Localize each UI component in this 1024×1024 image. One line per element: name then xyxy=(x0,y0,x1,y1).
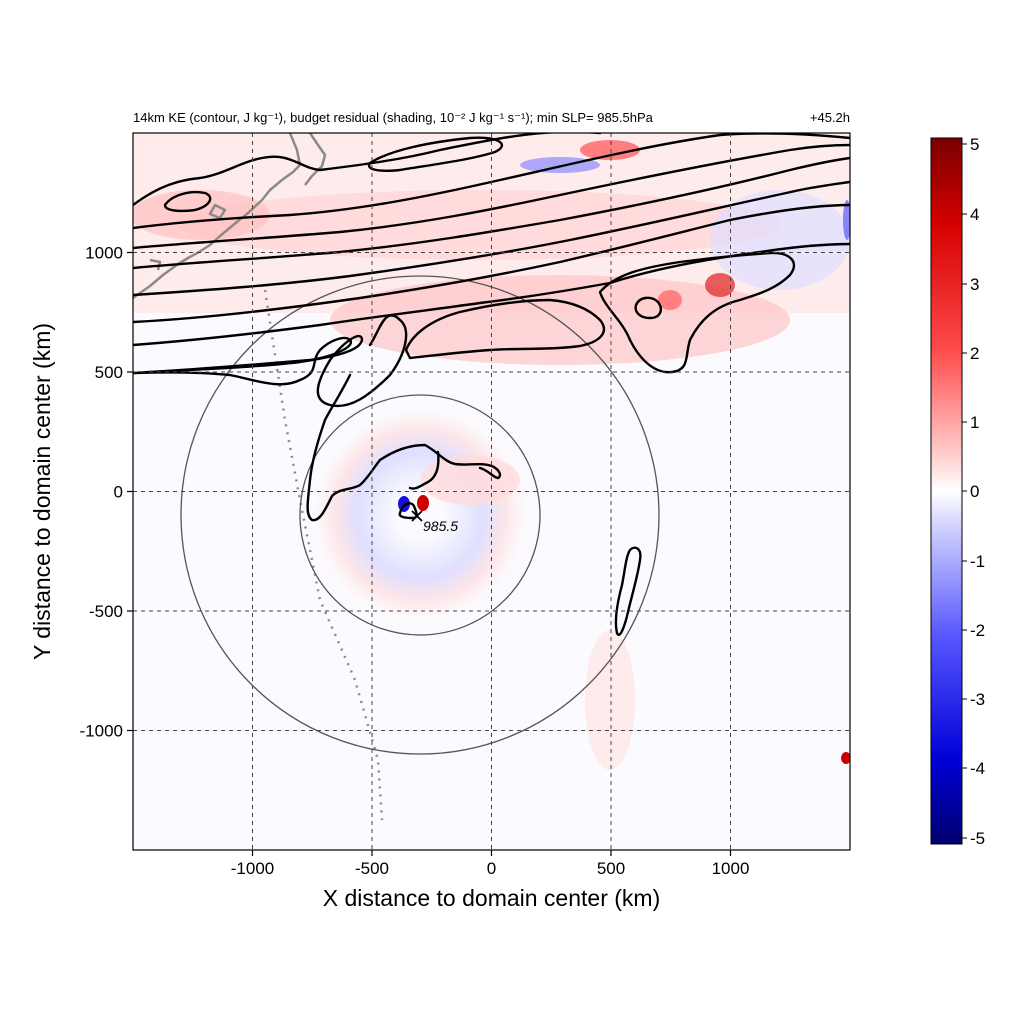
ke-contour-1 xyxy=(133,133,602,207)
xtick-label-1: -1000 xyxy=(231,859,274,878)
ke-contour-small-loop xyxy=(634,296,662,320)
range-circles xyxy=(180,275,660,755)
x-tick-labels: -1000 -500 0 500 1000 xyxy=(231,859,750,878)
cb-label-4: 4 xyxy=(970,205,979,224)
y-tick-labels: 1000 500 0 -500 -1000 xyxy=(80,244,123,741)
xtick-label-4: 500 xyxy=(597,859,625,878)
shading-edge-negative-e xyxy=(843,200,850,240)
ke-contour-5 xyxy=(133,180,850,297)
ke-contour-inner-tongue xyxy=(306,373,382,522)
min-slp-marker: 985.5 xyxy=(411,510,458,534)
ke-contour-upper-closed xyxy=(404,298,606,360)
coastline-japan xyxy=(133,133,302,300)
cb-label-3: 3 xyxy=(970,275,979,294)
ytick-label--1000: -1000 xyxy=(80,722,123,741)
xtick-label-3: 0 xyxy=(487,859,496,878)
cb-label-1: 1 xyxy=(970,413,979,432)
ke-contour-core-2 xyxy=(408,450,440,490)
shading-faint-blue-east xyxy=(710,190,850,290)
ytick-label-1000: 1000 xyxy=(85,244,123,263)
ke-contour-north-blob xyxy=(367,136,503,172)
shading-positive-streak-1 xyxy=(580,140,640,160)
cb-label-2: 2 xyxy=(970,344,979,363)
shading-positive-streak-2 xyxy=(705,273,735,297)
shading-positive-west xyxy=(133,190,270,240)
shading-core-positive xyxy=(417,495,429,511)
shading-edge-positive-se xyxy=(841,752,850,764)
chart-title: 14km KE (contour, J kg⁻¹), budget residu… xyxy=(133,110,654,125)
colorbar-labels: 5 4 3 2 1 0 -1 -2 -3 -4 -5 xyxy=(970,135,985,848)
ytick-label-500: 500 xyxy=(95,363,123,382)
xtick-label-5: 1000 xyxy=(712,859,750,878)
colorbar: 5 4 3 2 1 0 -1 -2 -3 -4 -5 xyxy=(930,135,985,848)
cb-label-0: 0 xyxy=(970,482,979,501)
ke-contour-8 xyxy=(133,336,353,386)
ke-contour-west-blob xyxy=(163,191,212,213)
x-axis-title: X distance to domain center (km) xyxy=(323,885,660,911)
coastline-japan-north xyxy=(304,133,327,186)
ke-contour-se-tongue xyxy=(614,546,642,636)
coastlines xyxy=(133,133,384,821)
time-label: +45.2h xyxy=(810,110,850,125)
shading-positive-streak-3 xyxy=(658,290,682,310)
colorbar-gradient xyxy=(930,137,963,845)
ytick-label--500: -500 xyxy=(89,602,123,621)
xtick-label-2: -500 xyxy=(355,859,389,878)
y-axis-title: Y distance to domain center (km) xyxy=(29,323,55,660)
ke-contour-core-1 xyxy=(378,443,502,480)
cb-label--4: -4 xyxy=(970,759,985,778)
ke-contour-6 xyxy=(133,203,850,324)
ke-contour-2 xyxy=(133,133,850,230)
shading-ring xyxy=(305,400,535,630)
coastline-japan-islands xyxy=(208,203,227,220)
shading-positive-band-2 xyxy=(180,190,780,260)
cb-label-5: 5 xyxy=(970,135,979,154)
ke-contour-center xyxy=(398,502,418,520)
min-slp-cross-icon xyxy=(411,510,423,522)
coastline-islands-west xyxy=(149,258,162,271)
ke-contour-east-lobe xyxy=(598,251,796,374)
cb-label--5: -5 xyxy=(970,829,985,848)
shading-faint-red-south xyxy=(585,630,635,770)
plot-area: 985.5 xyxy=(29,132,851,911)
cb-label--1: -1 xyxy=(970,552,985,571)
ke-contour-3 xyxy=(133,143,850,250)
cb-label--2: -2 xyxy=(970,621,985,640)
tick-marks xyxy=(127,251,732,856)
min-slp-label: 985.5 xyxy=(423,518,458,534)
ke-contour-4 xyxy=(133,156,850,270)
ytick-label-0: 0 xyxy=(114,483,123,502)
shading-positive-ring-south xyxy=(420,455,520,505)
colorbar-ticks xyxy=(962,143,967,839)
cb-label--3: -3 xyxy=(970,690,985,709)
range-circle-1000km xyxy=(180,275,660,755)
ke-contour-main-south xyxy=(133,314,408,408)
range-circle-500km xyxy=(299,394,541,636)
